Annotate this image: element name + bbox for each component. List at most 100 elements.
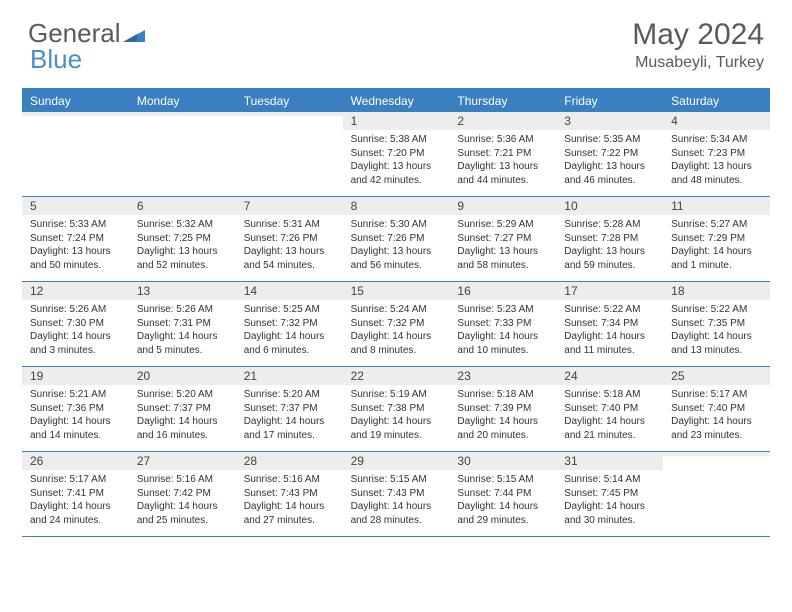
sunrise-text: Sunrise: 5:26 AM [137,303,228,317]
daylight-text: Daylight: 13 hours and 54 minutes. [244,245,335,272]
day-body: Sunrise: 5:25 AMSunset: 7:32 PMDaylight:… [236,300,343,363]
day-cell: 9Sunrise: 5:29 AMSunset: 7:27 PMDaylight… [449,197,556,281]
day-cell [129,112,236,196]
day-body: Sunrise: 5:34 AMSunset: 7:23 PMDaylight:… [663,130,770,193]
day-body: Sunrise: 5:19 AMSunset: 7:38 PMDaylight:… [343,385,450,448]
day-number: 16 [449,282,556,300]
day-number: 11 [663,197,770,215]
day-cell: 8Sunrise: 5:30 AMSunset: 7:26 PMDaylight… [343,197,450,281]
day-number: 28 [236,452,343,470]
day-cell: 26Sunrise: 5:17 AMSunset: 7:41 PMDayligh… [22,452,129,536]
month-title: May 2024 [632,18,764,52]
daylight-text: Daylight: 13 hours and 46 minutes. [564,160,655,187]
day-body: Sunrise: 5:16 AMSunset: 7:42 PMDaylight:… [129,470,236,533]
sunrise-text: Sunrise: 5:20 AM [137,388,228,402]
sunset-text: Sunset: 7:36 PM [30,402,121,416]
sunrise-text: Sunrise: 5:24 AM [351,303,442,317]
day-body: Sunrise: 5:36 AMSunset: 7:21 PMDaylight:… [449,130,556,193]
sunrise-text: Sunrise: 5:29 AM [457,218,548,232]
day-body: Sunrise: 5:15 AMSunset: 7:44 PMDaylight:… [449,470,556,533]
day-cell: 31Sunrise: 5:14 AMSunset: 7:45 PMDayligh… [556,452,663,536]
sunset-text: Sunset: 7:30 PM [30,317,121,331]
sunset-text: Sunset: 7:39 PM [457,402,548,416]
sunset-text: Sunset: 7:40 PM [564,402,655,416]
day-number: 22 [343,367,450,385]
daylight-text: Daylight: 13 hours and 58 minutes. [457,245,548,272]
sunrise-text: Sunrise: 5:22 AM [564,303,655,317]
sunset-text: Sunset: 7:23 PM [671,147,762,161]
day-cell: 25Sunrise: 5:17 AMSunset: 7:40 PMDayligh… [663,367,770,451]
day-body: Sunrise: 5:26 AMSunset: 7:31 PMDaylight:… [129,300,236,363]
day-cell: 23Sunrise: 5:18 AMSunset: 7:39 PMDayligh… [449,367,556,451]
sunrise-text: Sunrise: 5:20 AM [244,388,335,402]
day-cell: 30Sunrise: 5:15 AMSunset: 7:44 PMDayligh… [449,452,556,536]
sunset-text: Sunset: 7:44 PM [457,487,548,501]
day-body: Sunrise: 5:15 AMSunset: 7:43 PMDaylight:… [343,470,450,533]
day-cell: 20Sunrise: 5:20 AMSunset: 7:37 PMDayligh… [129,367,236,451]
sunset-text: Sunset: 7:41 PM [30,487,121,501]
day-body: Sunrise: 5:18 AMSunset: 7:40 PMDaylight:… [556,385,663,448]
day-body: Sunrise: 5:28 AMSunset: 7:28 PMDaylight:… [556,215,663,278]
day-body: Sunrise: 5:24 AMSunset: 7:32 PMDaylight:… [343,300,450,363]
day-number: 9 [449,197,556,215]
week-row: 1Sunrise: 5:38 AMSunset: 7:20 PMDaylight… [22,112,770,197]
header: General May 2024 Musabeyli, Turkey [0,0,792,80]
day-number: 20 [129,367,236,385]
day-body: Sunrise: 5:20 AMSunset: 7:37 PMDaylight:… [236,385,343,448]
day-number: 29 [343,452,450,470]
sunset-text: Sunset: 7:42 PM [137,487,228,501]
day-cell: 3Sunrise: 5:35 AMSunset: 7:22 PMDaylight… [556,112,663,196]
sunset-text: Sunset: 7:33 PM [457,317,548,331]
day-cell [22,112,129,196]
day-cell: 22Sunrise: 5:19 AMSunset: 7:38 PMDayligh… [343,367,450,451]
logo-text-2: Blue [30,44,82,75]
daylight-text: Daylight: 14 hours and 25 minutes. [137,500,228,527]
day-cell: 18Sunrise: 5:22 AMSunset: 7:35 PMDayligh… [663,282,770,366]
day-cell: 21Sunrise: 5:20 AMSunset: 7:37 PMDayligh… [236,367,343,451]
day-number: 13 [129,282,236,300]
daylight-text: Daylight: 14 hours and 19 minutes. [351,415,442,442]
day-number: 14 [236,282,343,300]
daylight-text: Daylight: 14 hours and 28 minutes. [351,500,442,527]
daylight-text: Daylight: 13 hours and 56 minutes. [351,245,442,272]
day-number: 2 [449,112,556,130]
daylight-text: Daylight: 14 hours and 23 minutes. [671,415,762,442]
day-number: 17 [556,282,663,300]
day-cell: 17Sunrise: 5:22 AMSunset: 7:34 PMDayligh… [556,282,663,366]
day-cell: 13Sunrise: 5:26 AMSunset: 7:31 PMDayligh… [129,282,236,366]
day-body: Sunrise: 5:17 AMSunset: 7:41 PMDaylight:… [22,470,129,533]
daylight-text: Daylight: 14 hours and 20 minutes. [457,415,548,442]
day-number: 19 [22,367,129,385]
sunrise-text: Sunrise: 5:14 AM [564,473,655,487]
day-number: 8 [343,197,450,215]
day-number: 26 [22,452,129,470]
sunrise-text: Sunrise: 5:25 AM [244,303,335,317]
sunrise-text: Sunrise: 5:28 AM [564,218,655,232]
day-number: 30 [449,452,556,470]
daylight-text: Daylight: 14 hours and 1 minute. [671,245,762,272]
day-cell: 5Sunrise: 5:33 AMSunset: 7:24 PMDaylight… [22,197,129,281]
sunset-text: Sunset: 7:26 PM [244,232,335,246]
sunset-text: Sunset: 7:34 PM [564,317,655,331]
day-body [22,116,129,125]
sunset-text: Sunset: 7:20 PM [351,147,442,161]
day-body: Sunrise: 5:33 AMSunset: 7:24 PMDaylight:… [22,215,129,278]
day-number: 25 [663,367,770,385]
day-number: 6 [129,197,236,215]
day-body: Sunrise: 5:14 AMSunset: 7:45 PMDaylight:… [556,470,663,533]
week-row: 19Sunrise: 5:21 AMSunset: 7:36 PMDayligh… [22,367,770,452]
day-cell: 6Sunrise: 5:32 AMSunset: 7:25 PMDaylight… [129,197,236,281]
day-body: Sunrise: 5:21 AMSunset: 7:36 PMDaylight:… [22,385,129,448]
sunset-text: Sunset: 7:25 PM [137,232,228,246]
daylight-text: Daylight: 14 hours and 14 minutes. [30,415,121,442]
sunset-text: Sunset: 7:22 PM [564,147,655,161]
day-body: Sunrise: 5:35 AMSunset: 7:22 PMDaylight:… [556,130,663,193]
daylight-text: Daylight: 14 hours and 8 minutes. [351,330,442,357]
daylight-text: Daylight: 14 hours and 21 minutes. [564,415,655,442]
day-body: Sunrise: 5:30 AMSunset: 7:26 PMDaylight:… [343,215,450,278]
day-cell: 4Sunrise: 5:34 AMSunset: 7:23 PMDaylight… [663,112,770,196]
day-number: 1 [343,112,450,130]
day-cell: 19Sunrise: 5:21 AMSunset: 7:36 PMDayligh… [22,367,129,451]
day-cell: 12Sunrise: 5:26 AMSunset: 7:30 PMDayligh… [22,282,129,366]
day-header-sun: Sunday [22,90,129,112]
